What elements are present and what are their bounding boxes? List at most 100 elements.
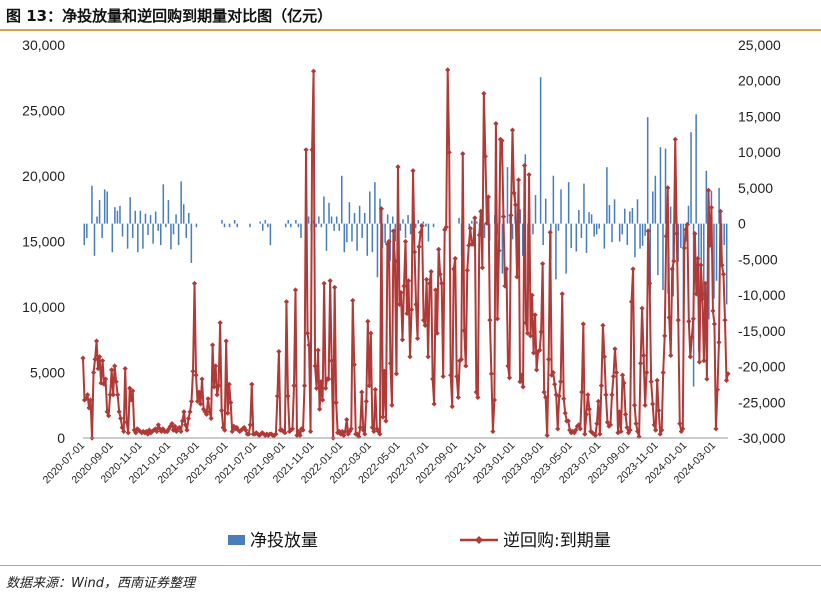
net-injection-bar (708, 223, 710, 320)
net-injection-bar (371, 223, 374, 253)
reverse-repo-point (238, 427, 244, 433)
reverse-repo-point (377, 431, 383, 437)
reverse-repo-point (404, 310, 410, 317)
reverse-repo-point (113, 379, 119, 385)
reverse-repo-point (488, 371, 494, 377)
footer-rule (0, 565, 821, 566)
reverse-repo-point (96, 354, 103, 360)
reverse-repo-line (80, 67, 731, 441)
net-injection-bar (580, 223, 583, 238)
reverse-repo-point (443, 224, 449, 230)
reverse-repo-point (505, 363, 511, 369)
reverse-repo-line-path (82, 68, 729, 439)
reverse-repo-point (401, 283, 407, 289)
reverse-repo-point (583, 411, 589, 418)
reverse-repo-point (606, 423, 612, 429)
reverse-repo-point (363, 398, 369, 404)
reverse-repo-point (549, 372, 555, 378)
reverse-repo-point (669, 266, 675, 272)
reverse-repo-point (297, 432, 303, 438)
left-tick-label: 15,000 (22, 234, 65, 250)
net-injection-bar (233, 220, 236, 224)
reverse-repo-point (580, 321, 586, 327)
net-injection-bar (700, 223, 702, 302)
reverse-repo-point (644, 369, 650, 376)
reverse-repo-point (534, 367, 540, 373)
reverse-repo-point (417, 229, 424, 235)
figure-title: 图 13：净投放量和逆回购到期量对比图（亿元） (6, 7, 333, 25)
reverse-repo-point (167, 423, 174, 429)
reverse-repo-point (402, 238, 409, 245)
reverse-repo-point (535, 348, 541, 355)
net-injection-bar (575, 223, 578, 252)
net-injection-bar (142, 223, 144, 249)
net-injection-bar (532, 223, 534, 235)
net-injection-bar (83, 223, 86, 246)
reverse-repo-point (544, 432, 550, 438)
reverse-repo-point (475, 394, 481, 400)
reverse-repo-point (274, 393, 280, 399)
reverse-repo-point (571, 430, 577, 436)
reverse-repo-point (339, 428, 345, 435)
reverse-repo-point (558, 379, 564, 385)
reverse-repo-point (323, 385, 329, 391)
net-injection-bar (657, 223, 659, 276)
net-injection-bar (369, 191, 371, 224)
net-injection-bar (221, 220, 223, 224)
net-injection-bar (687, 205, 690, 224)
net-injection-bar (715, 223, 718, 281)
reverse-repo-point (98, 380, 104, 386)
reverse-repo-point (329, 358, 335, 364)
reverse-repo-point (427, 280, 433, 287)
reverse-repo-point (194, 398, 201, 404)
left-tick-label: 30,000 (22, 37, 65, 53)
reverse-repo-point (621, 380, 627, 386)
reverse-repo-point (597, 431, 603, 437)
legend-line-label: 逆回购:到期量 (503, 531, 611, 551)
reverse-repo-point (430, 376, 436, 382)
reverse-repo-point (470, 241, 476, 247)
reverse-repo-point (344, 417, 350, 423)
reverse-repo-point (181, 409, 187, 415)
reverse-repo-point (246, 431, 252, 437)
reverse-repo-point (90, 369, 97, 376)
net-injection-bar (621, 223, 623, 235)
net-injection-bar (93, 223, 96, 256)
reverse-repo-point (389, 402, 395, 408)
reverse-repo-point (568, 430, 574, 436)
reverse-repo-point (396, 301, 403, 307)
reverse-repo-point (680, 426, 686, 432)
reverse-repo-point (660, 369, 666, 376)
reverse-repo-point (702, 280, 708, 287)
reverse-repo-point (573, 427, 579, 433)
reverse-repo-point (154, 428, 160, 435)
net-injection-bar (157, 223, 159, 231)
net-injection-bar (636, 199, 639, 224)
net-injection-bar (626, 223, 629, 246)
reverse-repo-point (720, 271, 727, 277)
reverse-repo-point (684, 221, 690, 228)
reverse-repo-point (586, 406, 592, 412)
net-injection-bar (652, 191, 654, 224)
net-injection-bar (175, 214, 177, 224)
reverse-repo-point (657, 431, 663, 437)
reverse-repo-point (199, 376, 205, 382)
reverse-repo-point (663, 233, 669, 239)
reverse-repo-point (249, 381, 255, 387)
net-injection-bar (659, 147, 662, 224)
net-injection-bar (114, 207, 116, 224)
net-injection-bar (261, 223, 264, 231)
reverse-repo-point (226, 381, 232, 387)
reverse-repo-point (306, 342, 312, 348)
net-injection-bar (284, 223, 287, 228)
reverse-repo-point (585, 392, 591, 398)
reverse-repo-point (222, 427, 228, 433)
reverse-repo-point (675, 317, 681, 323)
reverse-repo-point (202, 409, 208, 415)
reverse-repo-point (482, 153, 488, 159)
reverse-repo-point (173, 428, 180, 435)
reverse-repo-point (395, 164, 401, 170)
reverse-repo-point (561, 396, 567, 402)
left-tick-label: 0 (57, 430, 65, 446)
net-injection-bar (154, 211, 157, 224)
